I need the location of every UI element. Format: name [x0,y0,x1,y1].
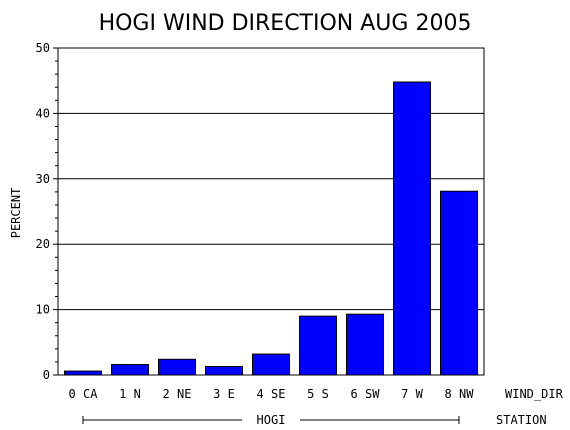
x-axis-label: WIND_DIR [505,387,564,401]
x-tick-label: 1 N [119,387,141,401]
bar-5 [299,315,337,376]
y-axis-ticks: 0 10 20 30 40 50 [36,41,58,382]
x-tick-label: 3 E [213,387,235,401]
y-tick-label: 0 [43,368,50,382]
x-tick-label: 4 SE [257,387,286,401]
y-tick-label: 30 [36,172,50,186]
chart-title: HOGI WIND DIRECTION AUG 2005 [99,11,472,36]
x-tick-label: 2 NE [163,387,192,401]
y-axis-label: PERCENT [9,188,23,239]
bar-3 [205,365,243,376]
bar-2 [158,358,196,376]
plot-frame [57,47,485,376]
x-tick-label: 6 SW [351,387,381,401]
x-tick-label: 7 W [401,387,423,401]
bars [64,81,478,376]
bar-0 [64,370,102,376]
group-label: HOGI [257,413,286,427]
x-tick-label: 0 CA [69,387,99,401]
y-tick-label: 20 [36,237,50,251]
bar-7 [393,81,431,376]
x-axis-labels: 0 CA 1 N 2 NE 3 E 4 SE 5 S 6 SW 7 W 8 NW [69,387,475,401]
group-axis-label: STATION [496,413,547,427]
bar-8 [440,190,478,376]
x-tick-label: 8 NW [445,387,475,401]
y-tick-label: 50 [36,41,50,55]
bar-4 [252,353,290,376]
x-tick-label: 5 S [307,387,329,401]
bar-6 [346,313,384,376]
y-tick-label: 10 [36,303,50,317]
y-tick-label: 40 [36,106,50,120]
bar-1 [111,364,149,376]
